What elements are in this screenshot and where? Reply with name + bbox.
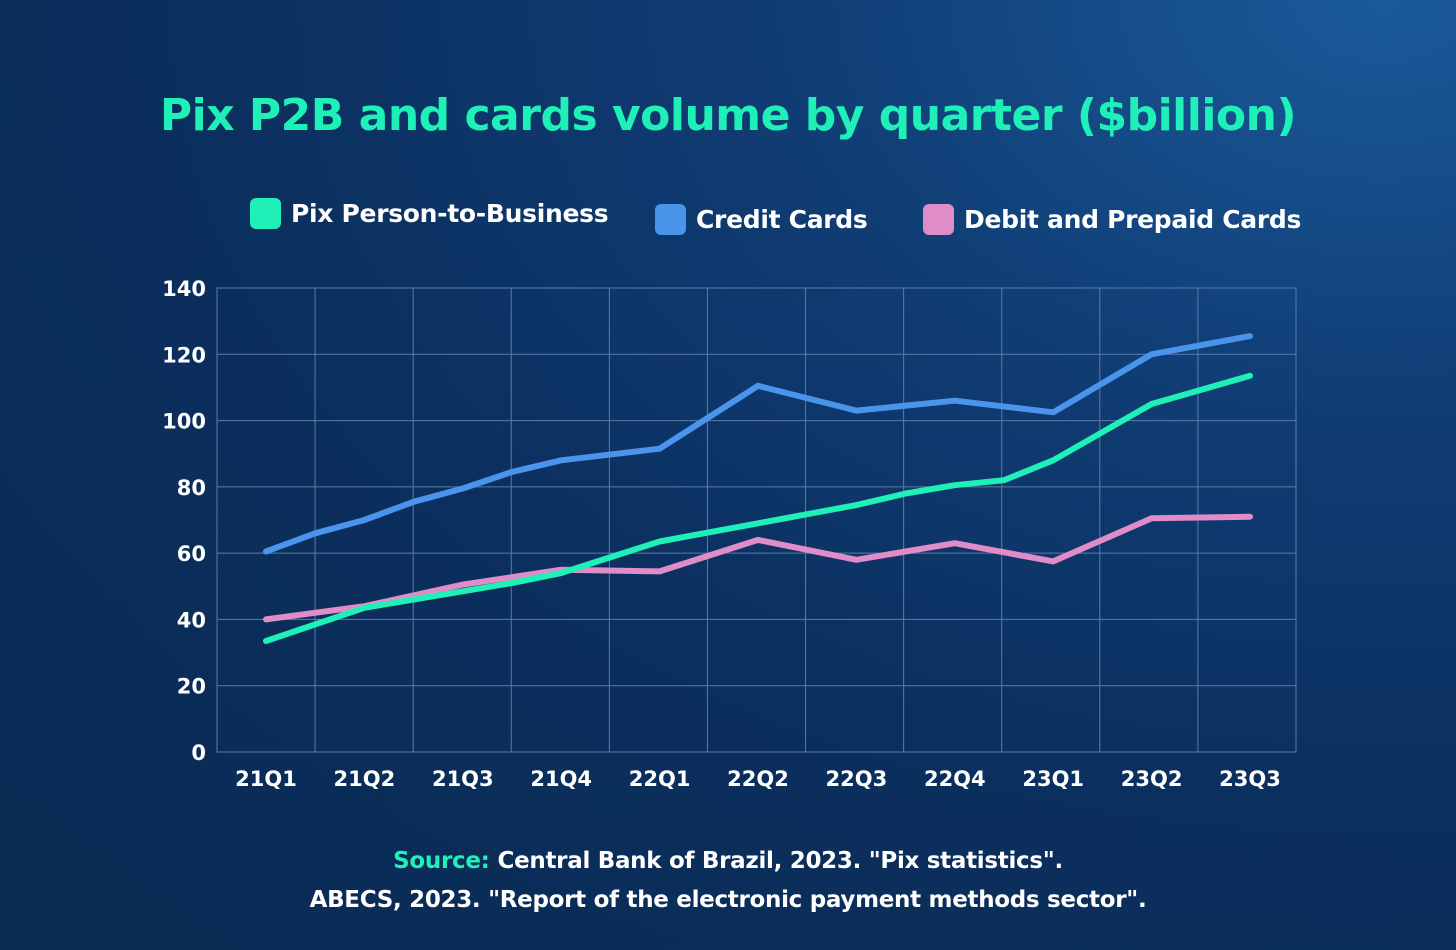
legend-item-credit: Credit Cards [655, 204, 868, 235]
legend-swatch-credit [655, 204, 686, 235]
y-tick-label: 0 [191, 741, 206, 765]
source-label: Source: [393, 848, 490, 874]
source-text-1: Central Bank of Brazil, 2023. "Pix stati… [497, 848, 1064, 874]
y-tick-label: 100 [162, 410, 206, 434]
series-line-debit-and-prepaid-cards [263, 513, 1253, 623]
y-tick-label: 80 [177, 476, 206, 500]
x-tick-label: 21Q1 [235, 767, 297, 791]
y-tick-label: 60 [177, 542, 206, 566]
legend-label-pix: Pix Person-to-Business [291, 199, 609, 228]
y-tick-label: 140 [162, 277, 206, 301]
y-axis-ticks: 140 120 100 80 60 40 20 0 [162, 277, 206, 765]
legend-label-credit: Credit Cards [696, 205, 868, 234]
series-line-credit-cards [263, 333, 1253, 555]
chart-series [263, 333, 1253, 644]
x-tick-label: 22Q3 [826, 767, 888, 791]
legend-swatch-debit [923, 204, 954, 235]
chart-grid [216, 287, 1297, 753]
y-tick-label: 20 [177, 675, 206, 699]
x-tick-label: 22Q4 [924, 767, 986, 791]
x-tick-label: 22Q1 [629, 767, 691, 791]
chart-title: Pix P2B and cards volume by quarter ($bi… [159, 90, 1297, 141]
x-tick-label: 23Q1 [1022, 767, 1084, 791]
x-tick-label: 21Q3 [432, 767, 494, 791]
legend-item-debit: Debit and Prepaid Cards [923, 204, 1301, 235]
x-axis-ticks: 21Q1 21Q2 21Q3 21Q4 22Q1 22Q2 22Q3 22Q4 23Q1 23Q2… [235, 767, 1281, 791]
source-line-1: Source: Central Bank of Brazil, 2023. "Pi… [0, 848, 1456, 874]
legend-item-pix: Pix Person-to-Business [250, 198, 609, 229]
y-tick-label: 120 [162, 343, 206, 367]
legend-label-debit: Debit and Prepaid Cards [964, 205, 1302, 234]
x-tick-label: 23Q3 [1219, 767, 1281, 791]
series-line-pix-person-to-business [263, 372, 1253, 644]
x-tick-label: 22Q2 [727, 767, 789, 791]
legend-swatch-pix [250, 198, 281, 229]
source-line-2: ABECS, 2023. "Report of the electronic p… [309, 887, 1147, 913]
plot-border [216, 287, 1297, 753]
y-tick-label: 40 [177, 608, 206, 632]
x-tick-label: 23Q2 [1121, 767, 1183, 791]
x-tick-label: 21Q4 [530, 767, 592, 791]
x-tick-label: 21Q2 [334, 767, 396, 791]
